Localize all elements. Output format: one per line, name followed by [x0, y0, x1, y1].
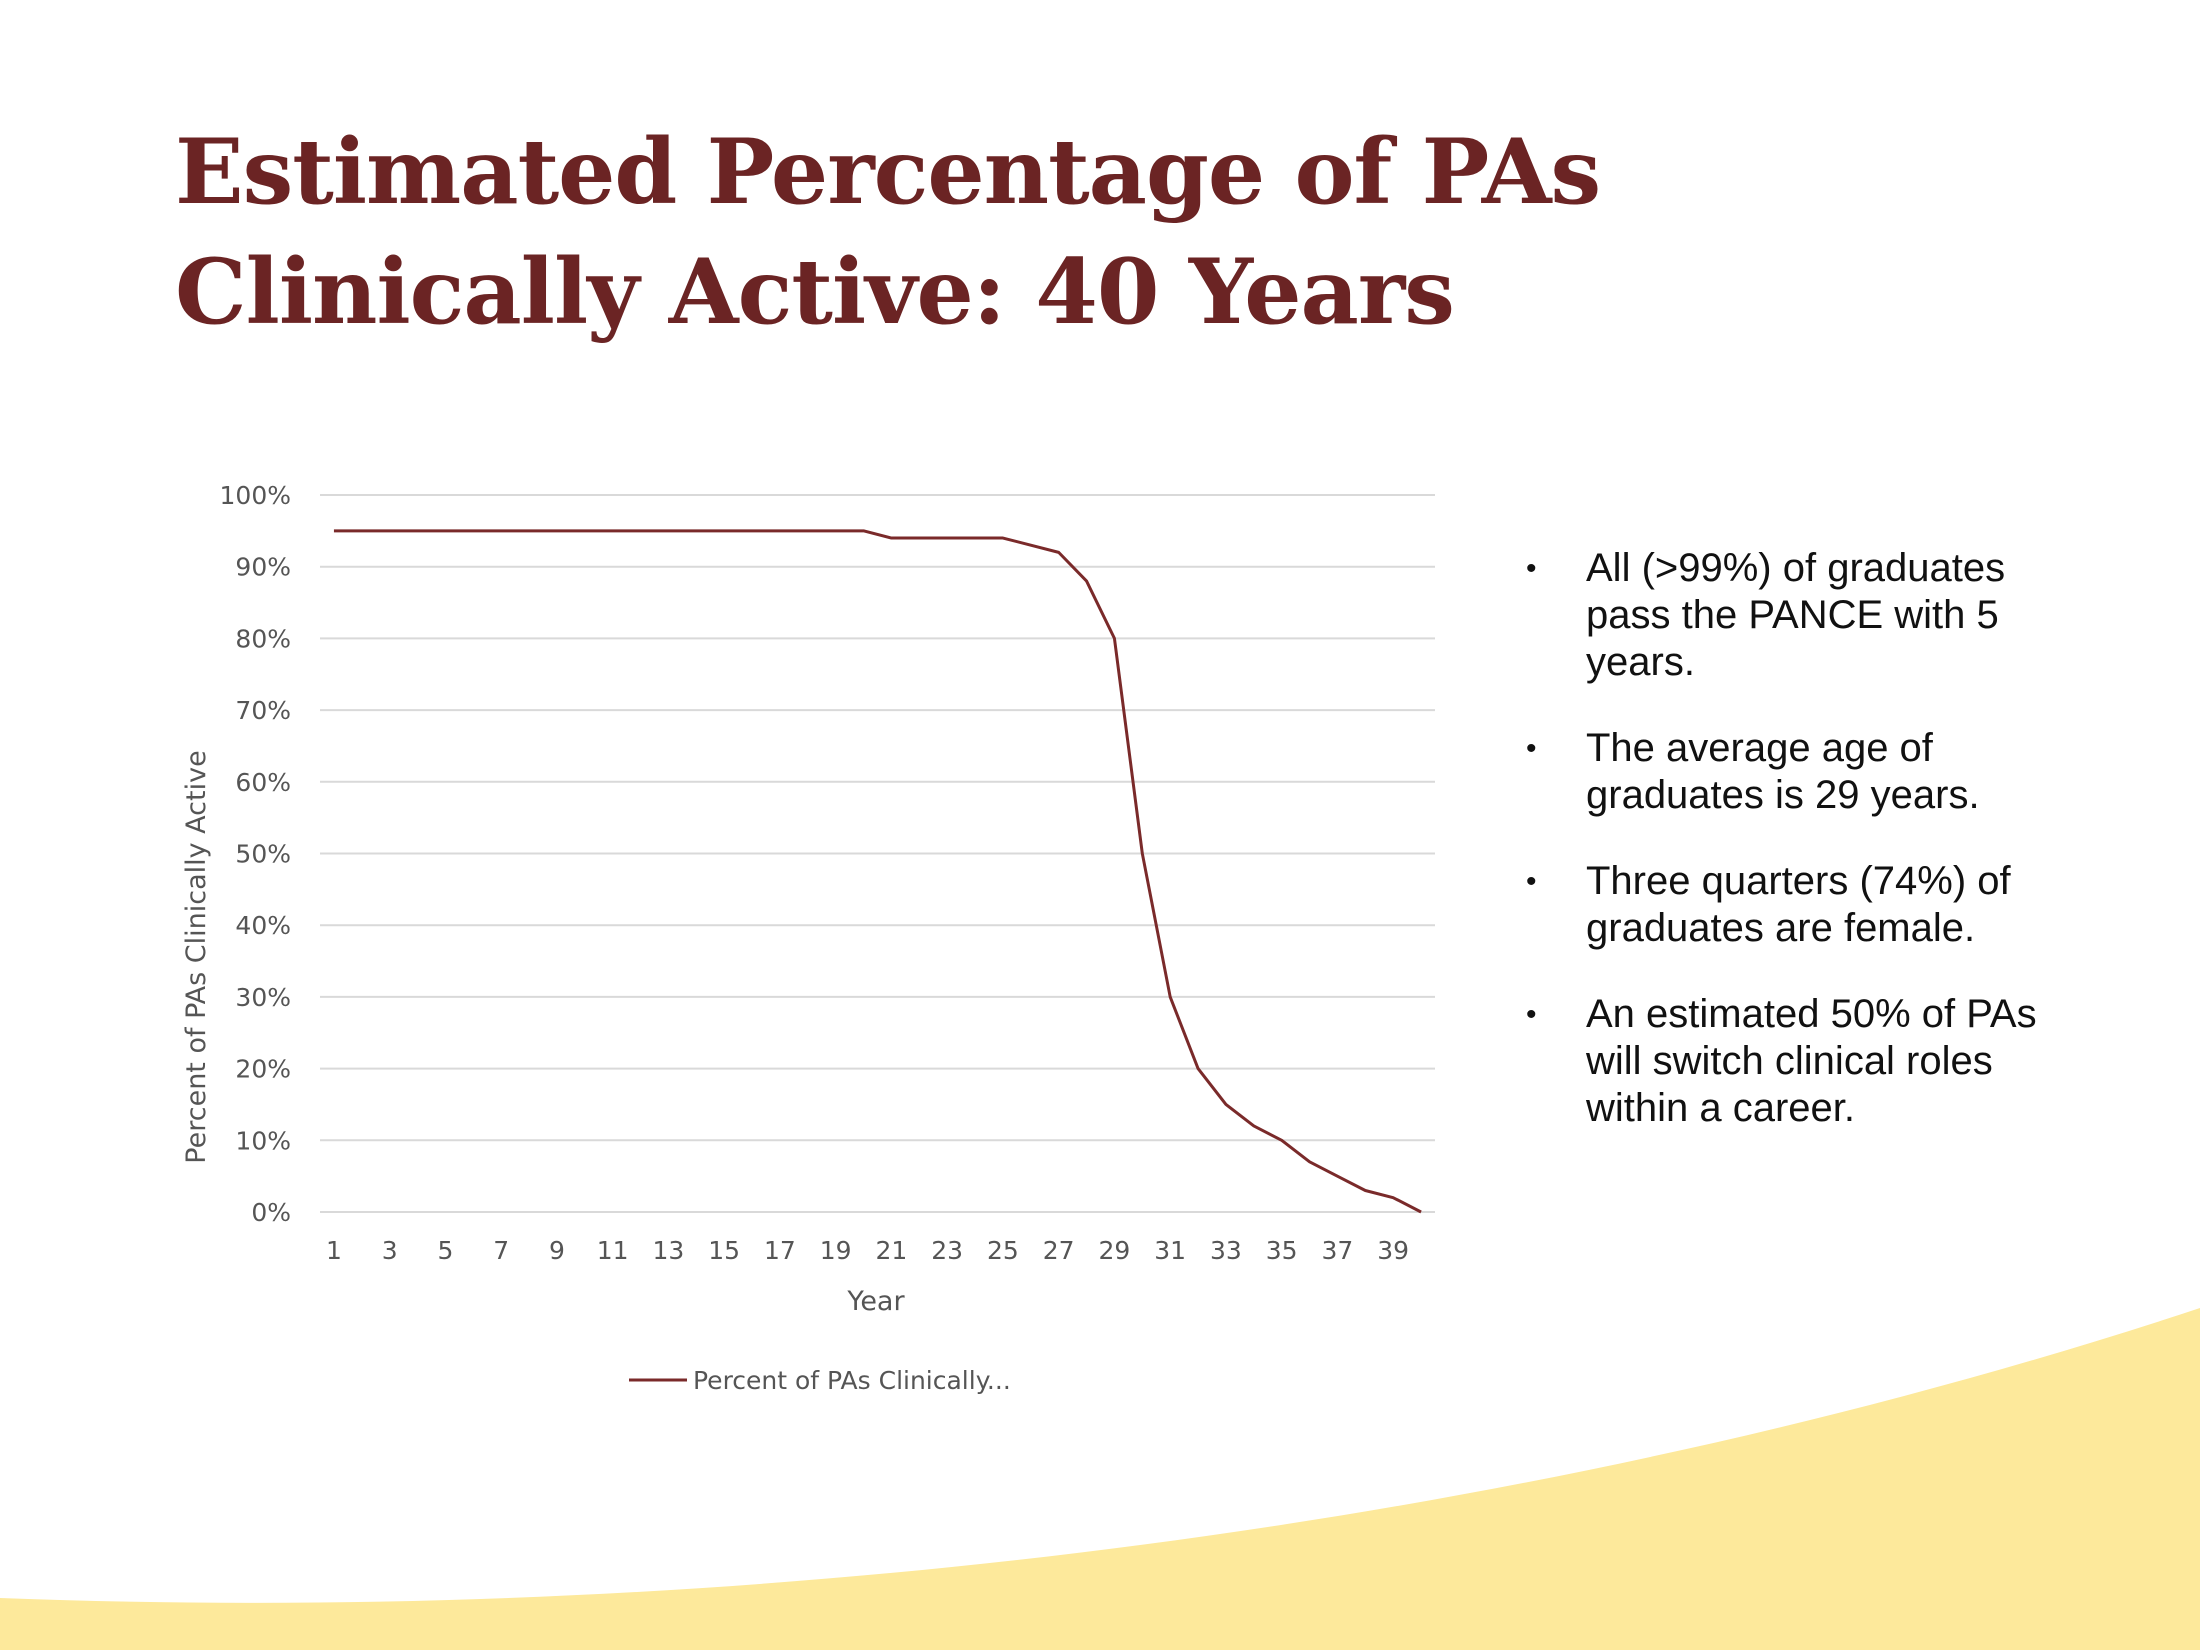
y-tick-label: 20%	[235, 1055, 291, 1084]
x-tick-label: 29	[1099, 1236, 1131, 1265]
x-tick-label: 31	[1154, 1236, 1186, 1265]
y-tick-label: 50%	[235, 840, 291, 869]
y-tick-label: 10%	[235, 1126, 291, 1155]
bullet-item: The average age of graduates is 29 years…	[1520, 725, 2080, 819]
x-tick-label: 15	[708, 1236, 740, 1265]
series-lines	[333, 529, 1422, 1214]
y-tick-label: 0%	[251, 1198, 291, 1227]
x-tick-label: 19	[820, 1236, 852, 1265]
y-axis-ticks: 0% 10% 20% 30% 40% 50% 60% 70% 80% 90% 100%	[220, 481, 291, 1227]
series-line-0	[333, 529, 1422, 1214]
x-tick-label: 3	[382, 1236, 398, 1265]
x-tick-label: 11	[597, 1236, 629, 1265]
x-tick-label: 7	[493, 1236, 509, 1265]
y-tick-label: 30%	[235, 983, 291, 1012]
x-tick-label: 35	[1266, 1236, 1298, 1265]
x-tick-label: 27	[1043, 1236, 1075, 1265]
x-tick-label: 25	[987, 1236, 1019, 1265]
x-tick-label: 39	[1377, 1236, 1409, 1265]
x-tick-label: 1	[326, 1236, 342, 1265]
bullet-list: All (>99%) of graduates pass the PANCE w…	[1520, 545, 2080, 1171]
x-tick-label: 9	[549, 1236, 565, 1265]
slide-title: Estimated Percentage of PAs Clinically A…	[175, 112, 1975, 352]
x-tick-label: 33	[1210, 1236, 1242, 1265]
legend-label: Percent of PAs Clinically...	[693, 1366, 1011, 1395]
x-axis-label: Year	[846, 1286, 905, 1317]
y-axis-label: Percent of PAs Clinically Active	[181, 750, 212, 1163]
x-tick-label: 23	[931, 1236, 963, 1265]
title-line-2: Clinically Active: 40 Years	[175, 239, 1455, 345]
gridlines	[320, 494, 1435, 1213]
y-tick-label: 100%	[220, 481, 291, 510]
x-tick-label: 17	[764, 1236, 796, 1265]
y-tick-label: 90%	[235, 553, 291, 582]
title-line-1: Estimated Percentage of PAs	[175, 119, 1601, 225]
bullet-item: An estimated 50% of PAs will switch clin…	[1520, 991, 2080, 1132]
wave-shape	[0, 1308, 2200, 1650]
y-tick-label: 70%	[235, 696, 291, 725]
x-tick-label: 21	[876, 1236, 908, 1265]
x-tick-label: 13	[653, 1236, 685, 1265]
y-tick-label: 40%	[235, 911, 291, 940]
bullet-item: All (>99%) of graduates pass the PANCE w…	[1520, 545, 2080, 686]
x-tick-label: 5	[437, 1236, 453, 1265]
x-axis-ticks: 1 3 5 7 9 11 13 15 17 19 21 23 25 27 29 31 33 35 37 39	[326, 1236, 1409, 1265]
x-tick-label: 37	[1322, 1236, 1354, 1265]
bullet-item: Three quarters (74%) of graduates are fe…	[1520, 858, 2080, 952]
y-tick-label: 60%	[235, 768, 291, 797]
legend: Percent of PAs Clinically...	[629, 1366, 1011, 1395]
y-tick-label: 80%	[235, 624, 291, 653]
